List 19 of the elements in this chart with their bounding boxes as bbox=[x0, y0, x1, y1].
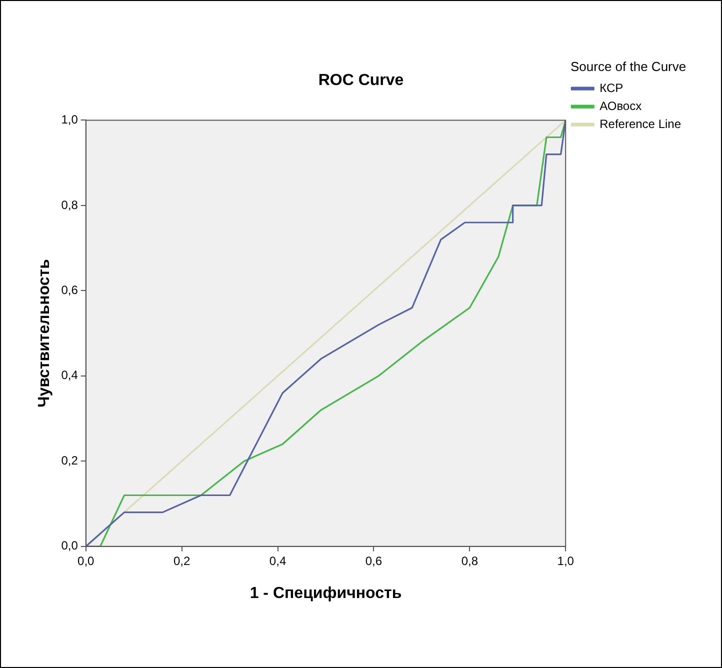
x-tick-label: 0,0 bbox=[78, 554, 95, 568]
legend-label: КСР bbox=[600, 80, 624, 95]
x-axis-title: 1 - Специфичность bbox=[250, 584, 402, 602]
x-tick-label: 0,6 bbox=[365, 554, 382, 568]
legend-title: Source of the Curve bbox=[570, 59, 686, 74]
legend-label: Reference Line bbox=[600, 116, 682, 131]
x-tick-label: 0,2 bbox=[173, 554, 190, 568]
x-tick-label: 0,4 bbox=[269, 554, 286, 568]
y-tick-label: 0,4 bbox=[61, 368, 78, 382]
y-tick-label: 0,2 bbox=[61, 453, 78, 468]
y-tick-label: 0,8 bbox=[61, 198, 78, 212]
y-tick-label: 1,0 bbox=[61, 112, 78, 127]
chart-title: ROC Curve bbox=[318, 72, 404, 90]
y-axis-title: Чувствительность bbox=[36, 258, 54, 408]
x-tick-label: 1,0 bbox=[557, 554, 574, 568]
x-tick-label: 0,8 bbox=[461, 554, 478, 568]
legend-label: АОвосх bbox=[600, 98, 642, 113]
y-tick-label: 0,0 bbox=[61, 538, 78, 553]
y-tick-label: 0,6 bbox=[61, 282, 78, 297]
